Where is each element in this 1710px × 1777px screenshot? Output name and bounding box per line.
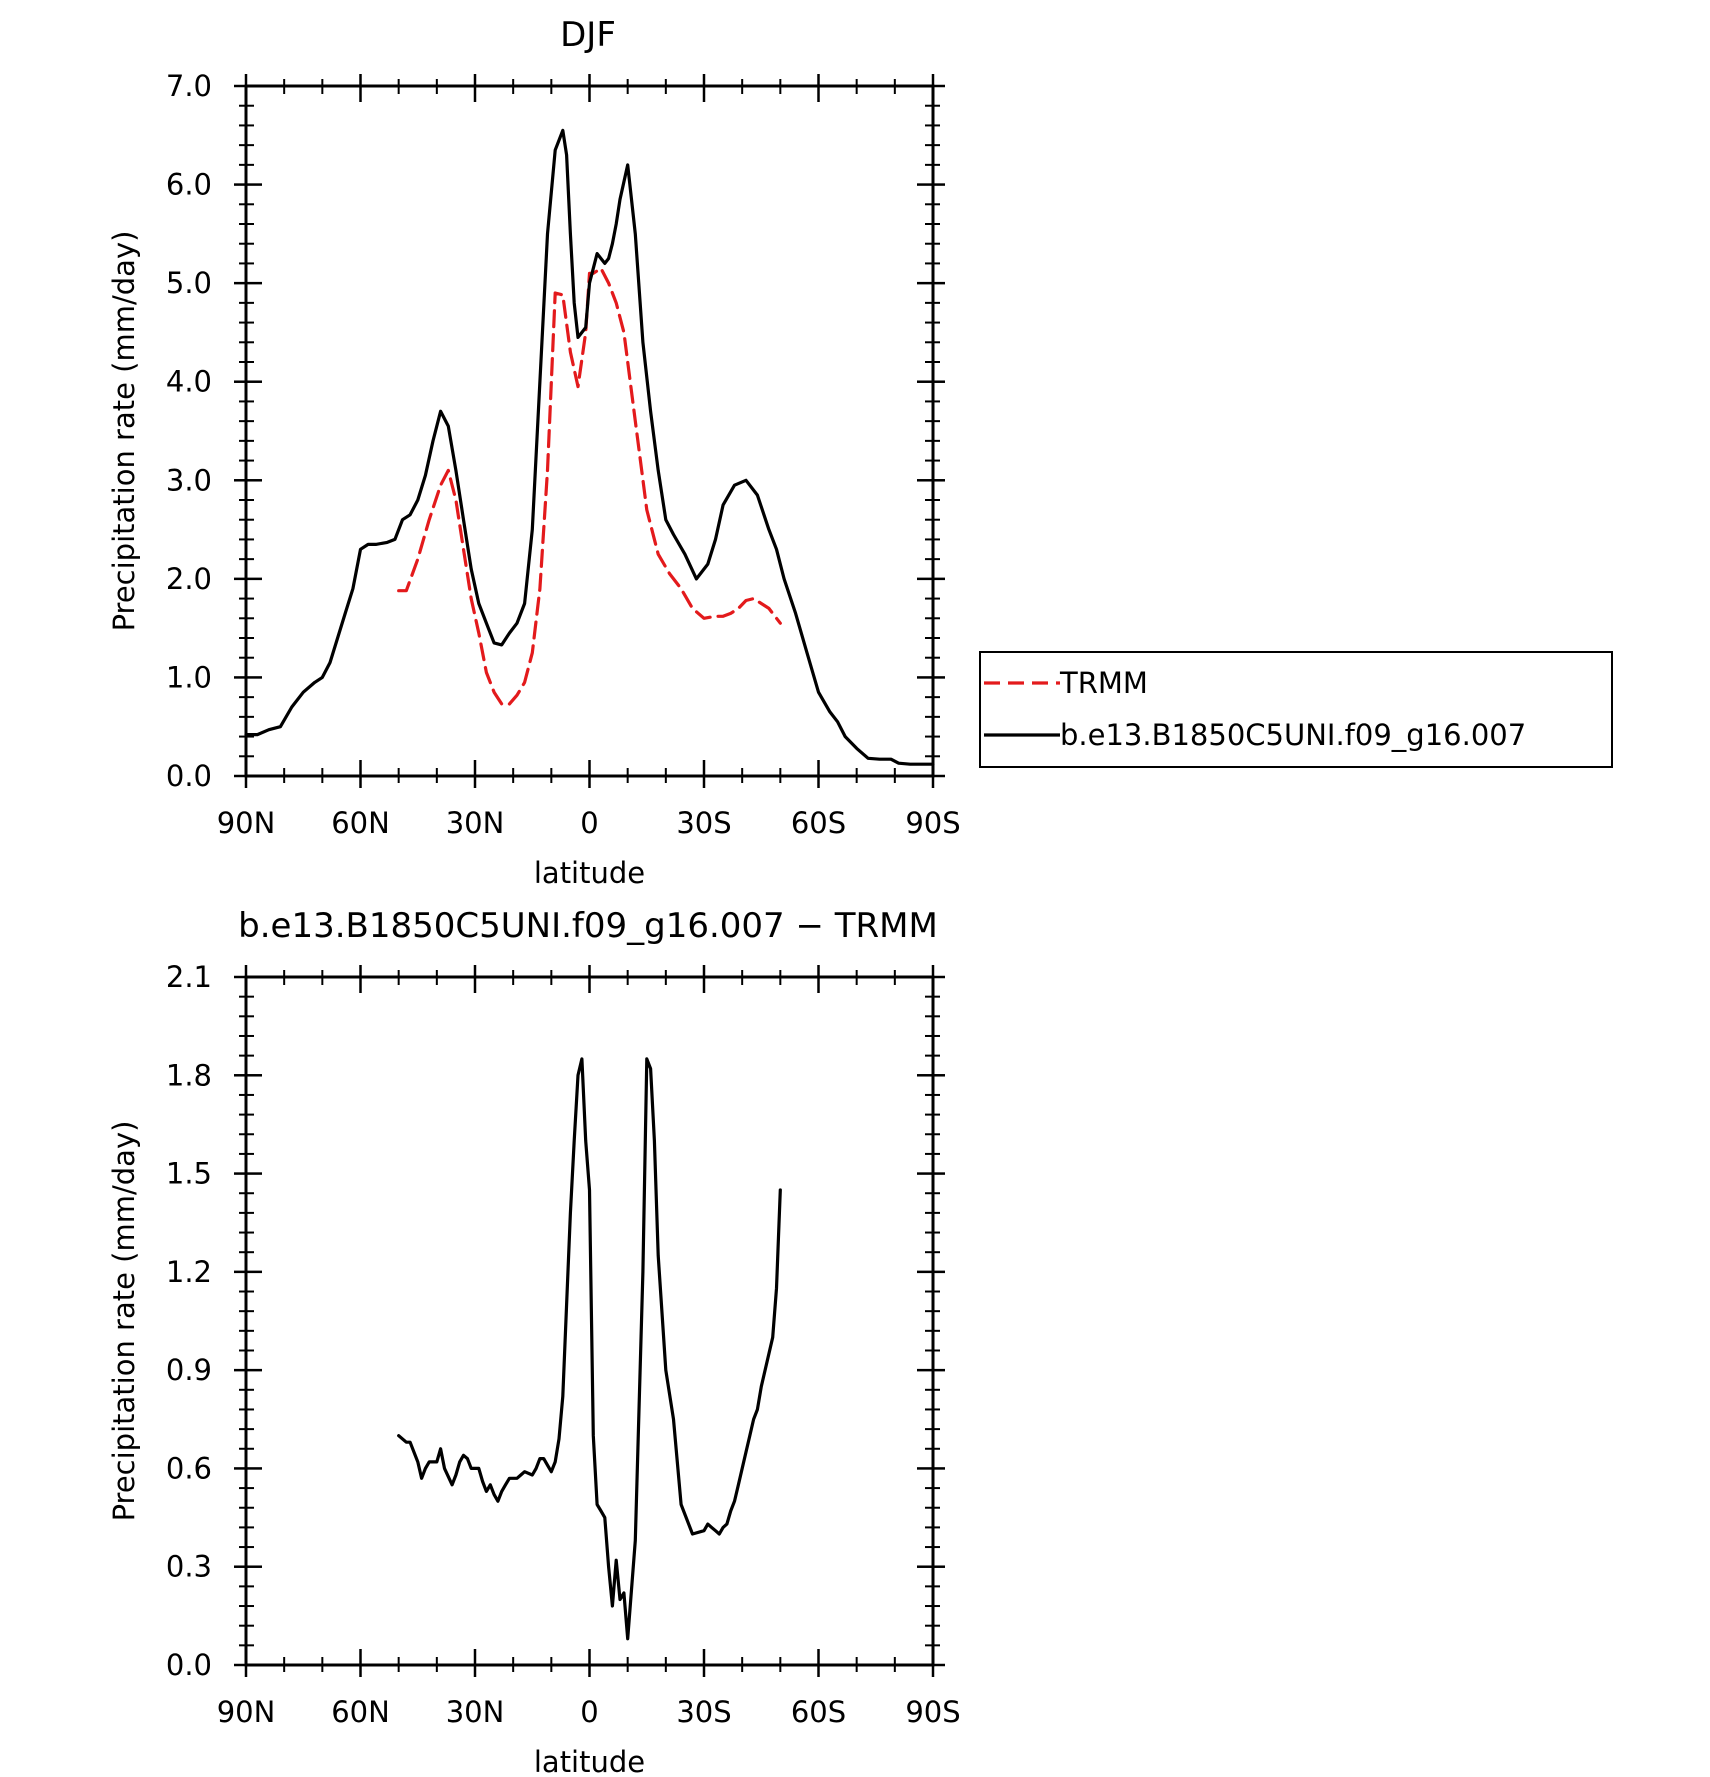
y-axis-label: Precipitation rate (mm/day) (107, 1121, 141, 1522)
y-tick-label: 1.0 (166, 660, 212, 694)
x-tick-label: 60N (331, 806, 390, 840)
y-tick-label: 1.2 (166, 1255, 212, 1289)
series-line-trmm (397, 266, 782, 706)
x-tick-label: 60N (331, 1695, 390, 1729)
legend-box (979, 651, 1613, 768)
plot-frame (244, 975, 935, 1667)
x-tick-label: 0 (580, 1695, 598, 1729)
y-tick-label: 2.1 (166, 960, 212, 994)
legend-label: TRMM (1059, 666, 1148, 700)
chart-title: b.e13.B1850C5UNI.f09_g16.007 − TRMM (238, 906, 938, 946)
x-tick-label: 60S (791, 806, 846, 840)
y-axis-label: Precipitation rate (mm/day) (107, 231, 141, 632)
x-tick-label: 30N (446, 1695, 505, 1729)
y-tick-label: 7.0 (166, 69, 212, 103)
x-tick-label: 90S (905, 806, 960, 840)
chart-title: DJF (560, 15, 616, 55)
y-tick-label: 6.0 (166, 168, 212, 202)
series-line-b-e13-b1850c5uni-f09-g16-007 (244, 128, 935, 766)
y-tick-label: 0.6 (166, 1451, 212, 1485)
x-axis-label: latitude (534, 856, 645, 890)
x-tick-label: 0 (580, 806, 598, 840)
y-tick-label: 4.0 (166, 365, 212, 399)
y-tick-label: 0.0 (166, 759, 212, 793)
x-tick-label: 90N (217, 1695, 276, 1729)
x-tick-label: 30S (676, 1695, 731, 1729)
y-tick-label: 0.9 (166, 1353, 212, 1387)
bottom-panel: b.e13.B1850C5UNI.f09_g16.007 − TRMM 0.0 0.… (107, 906, 961, 1777)
y-tick-label: 2.0 (166, 562, 212, 596)
y-tick-label: 1.8 (166, 1058, 212, 1092)
x-axis-label: latitude (534, 1745, 645, 1777)
y-tick-label: 5.0 (166, 266, 212, 300)
x-tick-label: 30S (676, 806, 731, 840)
x-tick-label: 30N (446, 806, 505, 840)
y-tick-label: 3.0 (166, 463, 212, 497)
legend: TRMM b.e13.B1850C5UNI.f09_g16.007 (979, 651, 1613, 768)
x-tick-label: 90S (905, 1695, 960, 1729)
y-tick-label: 0.3 (166, 1550, 212, 1584)
top-panel: DJF 0.0 1.0 2.0 3.0 4.0 5.0 6.0 7.0 90N 60N 30N 0 30S… (107, 15, 1613, 890)
y-tick-label: 0.0 (166, 1648, 212, 1682)
legend-label: b.e13.B1850C5UNI.f09_g16.007 (1060, 718, 1526, 752)
series-line-difference (397, 1057, 782, 1641)
x-tick-label: 90N (217, 806, 276, 840)
x-tick-label: 60S (791, 1695, 846, 1729)
y-tick-label: 1.5 (166, 1157, 212, 1191)
plot-frame (244, 84, 935, 778)
